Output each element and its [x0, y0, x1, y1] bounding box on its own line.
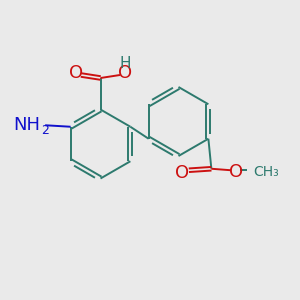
Text: O: O [229, 163, 243, 181]
Text: 2: 2 [41, 124, 49, 137]
Text: NH: NH [14, 116, 40, 134]
Text: O: O [118, 64, 133, 82]
Text: CH₃: CH₃ [253, 165, 278, 179]
Text: O: O [68, 64, 83, 82]
Text: H: H [120, 56, 131, 71]
Text: O: O [175, 164, 189, 182]
